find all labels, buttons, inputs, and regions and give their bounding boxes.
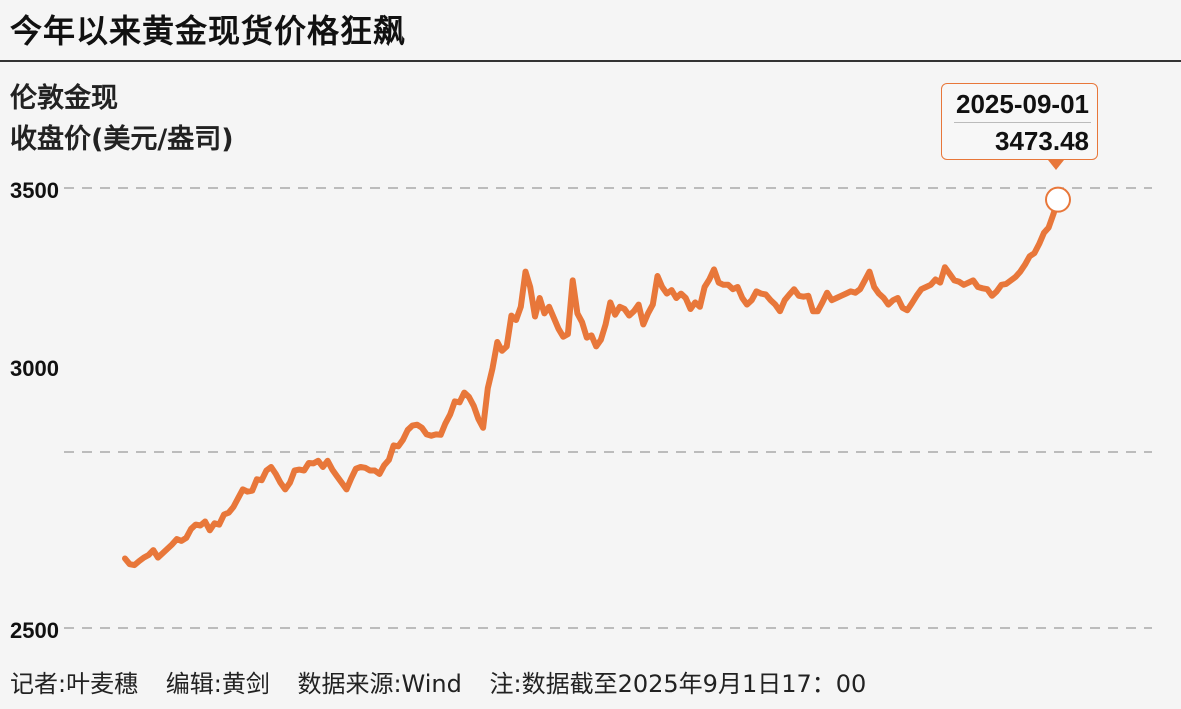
y-axis-label-line2: 收盘价(美元/盎司): [10, 124, 234, 155]
y-axis-label-line1: 伦敦金现: [10, 83, 118, 114]
footer-source: 数据来源:Wind: [297, 670, 462, 698]
callout-date: 2025-09-01: [956, 89, 1089, 119]
y-tick-labels: 2500 3000 3500: [10, 178, 59, 643]
y-tick-label: 3500: [10, 178, 59, 203]
footer-credits: 记者:叶麦穗 编辑:黄剑 数据来源:Wind 注:数据截至2025年9月1日17…: [10, 664, 886, 699]
callout-arrow: [1048, 160, 1064, 170]
last-point-marker: [1045, 186, 1071, 213]
series-line-london-gold: [122, 196, 1061, 569]
y-tick-label: 2500: [10, 618, 59, 643]
footer-editor: 编辑:黄剑: [165, 670, 270, 698]
callout-divider: [954, 122, 1091, 123]
title-divider: [0, 60, 1181, 62]
grid-lines: [64, 187, 1152, 629]
callout-value: 3473.48: [995, 126, 1089, 156]
footer-reporter: 记者:叶麦穗: [10, 670, 139, 698]
chart-title: 今年以来黄金现货价格狂飙: [10, 12, 407, 50]
y-tick-label: 3000: [10, 356, 59, 381]
footer-note: 注:数据截至2025年9月1日17：00: [489, 670, 867, 698]
last-value-callout: 2025-09-01 3473.48: [941, 83, 1098, 160]
